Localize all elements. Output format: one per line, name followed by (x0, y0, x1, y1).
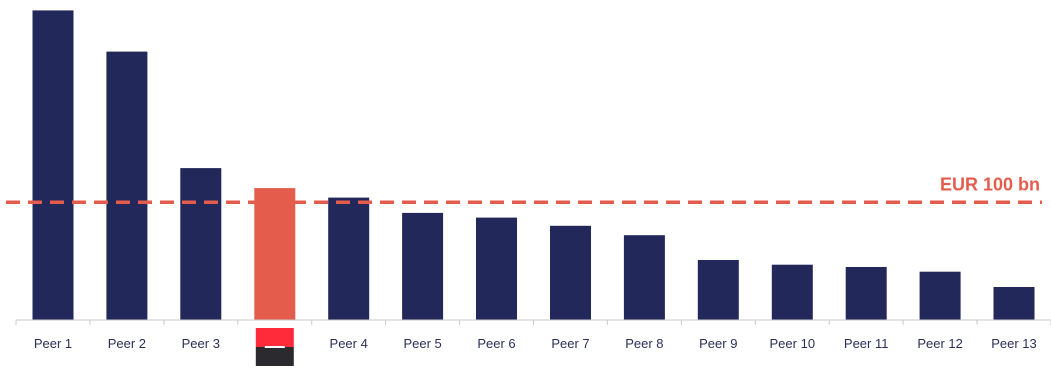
x-tick-label: Peer 9 (699, 336, 737, 351)
x-tick-label: Peer 6 (477, 336, 515, 351)
x-tick-label: Peer 4 (330, 336, 368, 351)
x-tick-label: Peer 12 (917, 336, 963, 351)
bar-peer-3 (180, 168, 222, 320)
x-tick-label: Peer 2 (108, 336, 146, 351)
bar-peer-1 (32, 10, 74, 321)
bar-peer-13 (993, 287, 1035, 320)
x-tick-label: Peer 5 (403, 336, 441, 351)
bar-peer-5 (402, 212, 444, 320)
reference-line-label: EUR 100 bn (940, 174, 1040, 194)
bar-peer-6 (476, 217, 517, 320)
bar-company (254, 188, 296, 320)
x-tick-label: Peer 11 (844, 336, 889, 351)
bar-peer-10 (771, 264, 813, 320)
bar-peer-11 (845, 267, 887, 320)
x-tick-label: Peer 8 (625, 336, 663, 351)
bar-peer-2 (106, 51, 148, 320)
bar-peer-8 (623, 235, 665, 320)
x-tick-label: Peer 1 (34, 336, 72, 351)
bar-peer-12 (919, 271, 961, 320)
company-logo-icon (255, 328, 294, 366)
x-tick-label: Peer 10 (770, 336, 816, 351)
x-tick-label: Peer 7 (551, 336, 589, 351)
bar-peer-7 (550, 225, 591, 320)
bar-peer-9 (697, 260, 739, 320)
x-tick-label: Peer 13 (991, 336, 1037, 351)
bar-peer-4 (328, 197, 370, 320)
x-tick-label: Peer 3 (182, 336, 220, 351)
